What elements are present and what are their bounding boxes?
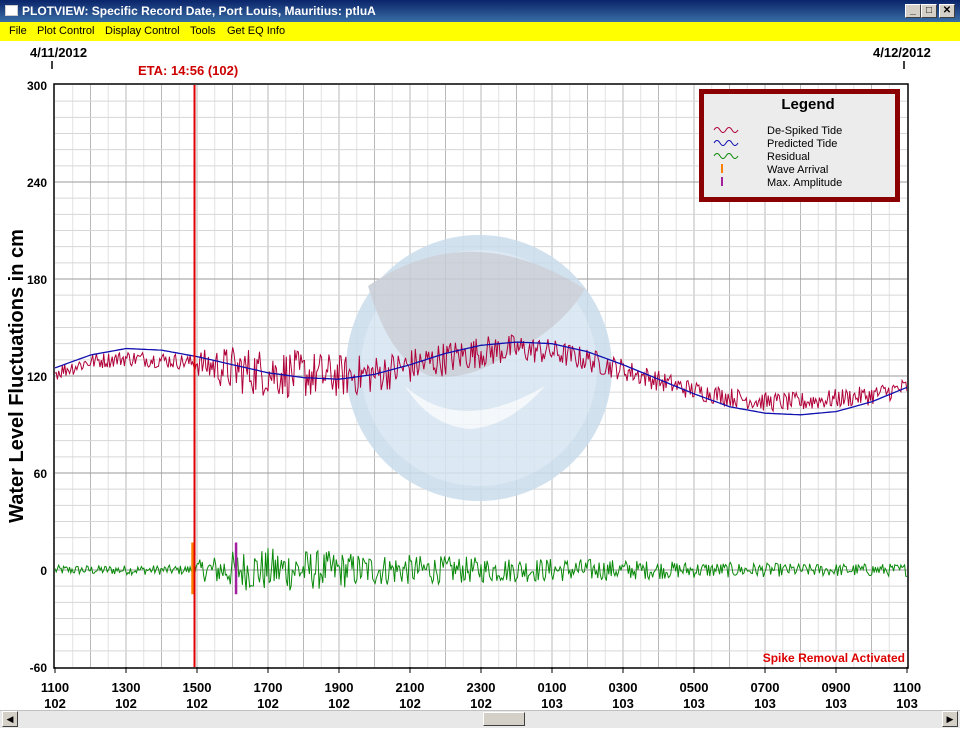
x-tick-label-day: 102 xyxy=(257,696,279,711)
x-tick-label-day: 102 xyxy=(399,696,421,711)
legend-item-label: De-Spiked Tide xyxy=(767,125,842,137)
app-icon[interactable] xyxy=(5,5,18,16)
menu-plot-control[interactable]: Plot Control xyxy=(37,25,95,37)
legend-title: Legend xyxy=(781,96,834,113)
x-tick-label-hour: 0300 xyxy=(609,680,638,695)
menu-get-eq-info[interactable]: Get EQ Info xyxy=(227,25,286,37)
x-tick-label-hour: 1100 xyxy=(41,680,69,695)
x-axis-ticks: 1100102130010215001021700102190010221001… xyxy=(41,667,921,711)
start-date: 4/11/2012 xyxy=(30,45,87,60)
y-tick-label: 300 xyxy=(27,79,47,93)
x-tick-label-day: 102 xyxy=(115,696,137,711)
x-tick-label-day: 103 xyxy=(896,696,918,711)
menu-bar: File Plot Control Display Control Tools … xyxy=(0,22,960,41)
x-tick-label-hour: 1500 xyxy=(183,680,212,695)
menu-display-control[interactable]: Display Control xyxy=(105,25,180,37)
legend-item-label: Wave Arrival xyxy=(767,164,828,176)
x-tick-label-day: 102 xyxy=(186,696,208,711)
y-tick-label: 180 xyxy=(27,273,47,287)
x-tick-label-hour: 0700 xyxy=(751,680,780,695)
x-tick-label-day: 103 xyxy=(754,696,776,711)
menu-tools[interactable]: Tools xyxy=(190,25,216,37)
x-tick-label-hour: 0900 xyxy=(822,680,851,695)
end-date: 4/12/2012 xyxy=(873,45,931,60)
y-axis-label: Water Level Fluctuations in cm xyxy=(6,229,28,523)
legend-item-label: Predicted Tide xyxy=(767,138,837,150)
residual-series-line xyxy=(55,548,907,591)
y-axis-ticks: 300 240 180 120 60 0 -60 xyxy=(27,79,47,675)
legend-swatch-1 xyxy=(713,140,739,146)
x-tick-label-hour: 1100 xyxy=(893,680,921,695)
y-tick-label: -60 xyxy=(30,661,48,675)
x-tick-label-day: 103 xyxy=(612,696,634,711)
despiked-tide-series-line xyxy=(55,334,907,413)
y-tick-label: 0 xyxy=(40,564,47,578)
noaa-watermark-logo xyxy=(346,235,612,501)
x-tick-label-day: 102 xyxy=(328,696,350,711)
window-title: PLOTVIEW: Specific Record Date, Port Lou… xyxy=(22,4,376,18)
scroll-left-arrow-icon[interactable]: ◀ xyxy=(2,711,18,727)
horizontal-scrollbar[interactable]: ◀ ▶ xyxy=(0,710,960,728)
x-tick-label-hour: 0100 xyxy=(538,680,567,695)
x-tick-label-hour: 2100 xyxy=(396,680,425,695)
x-tick-label-day: 103 xyxy=(683,696,705,711)
x-tick-label-day: 103 xyxy=(541,696,563,711)
predicted-tide-series-line xyxy=(55,341,907,416)
minimize-button[interactable]: _ xyxy=(905,4,921,18)
legend-swatch-2 xyxy=(713,153,739,159)
x-tick-label-day: 102 xyxy=(44,696,66,711)
tide-chart: 4/11/2012 4/12/2012 ETA: 14:56 (102) Spi… xyxy=(6,45,931,711)
x-tick-label-hour: 0500 xyxy=(680,680,709,695)
scroll-right-arrow-icon[interactable]: ▶ xyxy=(942,711,958,727)
eta-label: ETA: 14:56 (102) xyxy=(138,63,238,78)
scroll-thumb[interactable] xyxy=(483,712,525,726)
menu-file[interactable]: File xyxy=(9,25,27,37)
x-tick-label-hour: 1900 xyxy=(325,680,354,695)
y-tick-label: 240 xyxy=(27,176,47,190)
y-tick-label: 60 xyxy=(34,467,48,481)
legend-item-label: Residual xyxy=(767,151,810,163)
y-tick-label: 120 xyxy=(27,370,47,384)
maximize-button[interactable]: □ xyxy=(921,4,937,18)
legend-item-label: Max. Amplitude xyxy=(767,177,842,189)
x-tick-label-hour: 2300 xyxy=(467,680,496,695)
x-tick-label-day: 103 xyxy=(825,696,847,711)
x-tick-label-hour: 1300 xyxy=(112,680,141,695)
x-tick-label-hour: 1700 xyxy=(254,680,283,695)
close-button[interactable]: ✕ xyxy=(939,4,955,18)
title-bar[interactable]: PLOTVIEW: Specific Record Date, Port Lou… xyxy=(0,0,960,22)
spike-removal-status: Spike Removal Activated xyxy=(763,651,905,665)
legend-swatch-0 xyxy=(713,127,739,133)
x-tick-label-day: 102 xyxy=(470,696,492,711)
